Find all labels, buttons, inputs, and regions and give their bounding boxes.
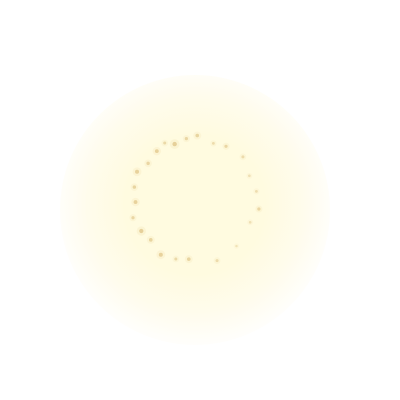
sparkle-dot bbox=[195, 133, 200, 138]
sparkle-dot bbox=[248, 174, 251, 178]
sparkle-dot bbox=[215, 259, 219, 263]
sparkle-dot bbox=[132, 185, 137, 189]
sparkle-dot bbox=[186, 257, 191, 261]
sparkle-dot bbox=[135, 169, 140, 174]
sparkle-dot bbox=[146, 161, 150, 166]
sparkle-dot bbox=[235, 244, 238, 248]
sparkle-dot bbox=[133, 200, 138, 204]
sparkle-dot bbox=[154, 149, 159, 154]
sparkle-dot bbox=[139, 228, 144, 234]
sparkle-halo bbox=[233, 243, 240, 249]
glow-circle bbox=[60, 75, 330, 345]
sparkle-dot bbox=[184, 137, 188, 141]
sparkle-dot bbox=[224, 144, 228, 148]
sparkle-dot bbox=[248, 220, 252, 224]
sparkle-dot bbox=[241, 155, 245, 159]
sparkle-dot bbox=[257, 207, 261, 211]
sparkle-dot bbox=[131, 216, 135, 220]
sparkle-dot bbox=[254, 189, 258, 193]
sparkle-dot bbox=[211, 142, 215, 145]
sparkle-dot bbox=[172, 141, 177, 147]
sparkle-dot bbox=[158, 252, 163, 257]
sparkle-dot bbox=[174, 257, 178, 261]
sparkle-dot bbox=[163, 141, 167, 145]
sparkle-dot bbox=[148, 238, 153, 242]
